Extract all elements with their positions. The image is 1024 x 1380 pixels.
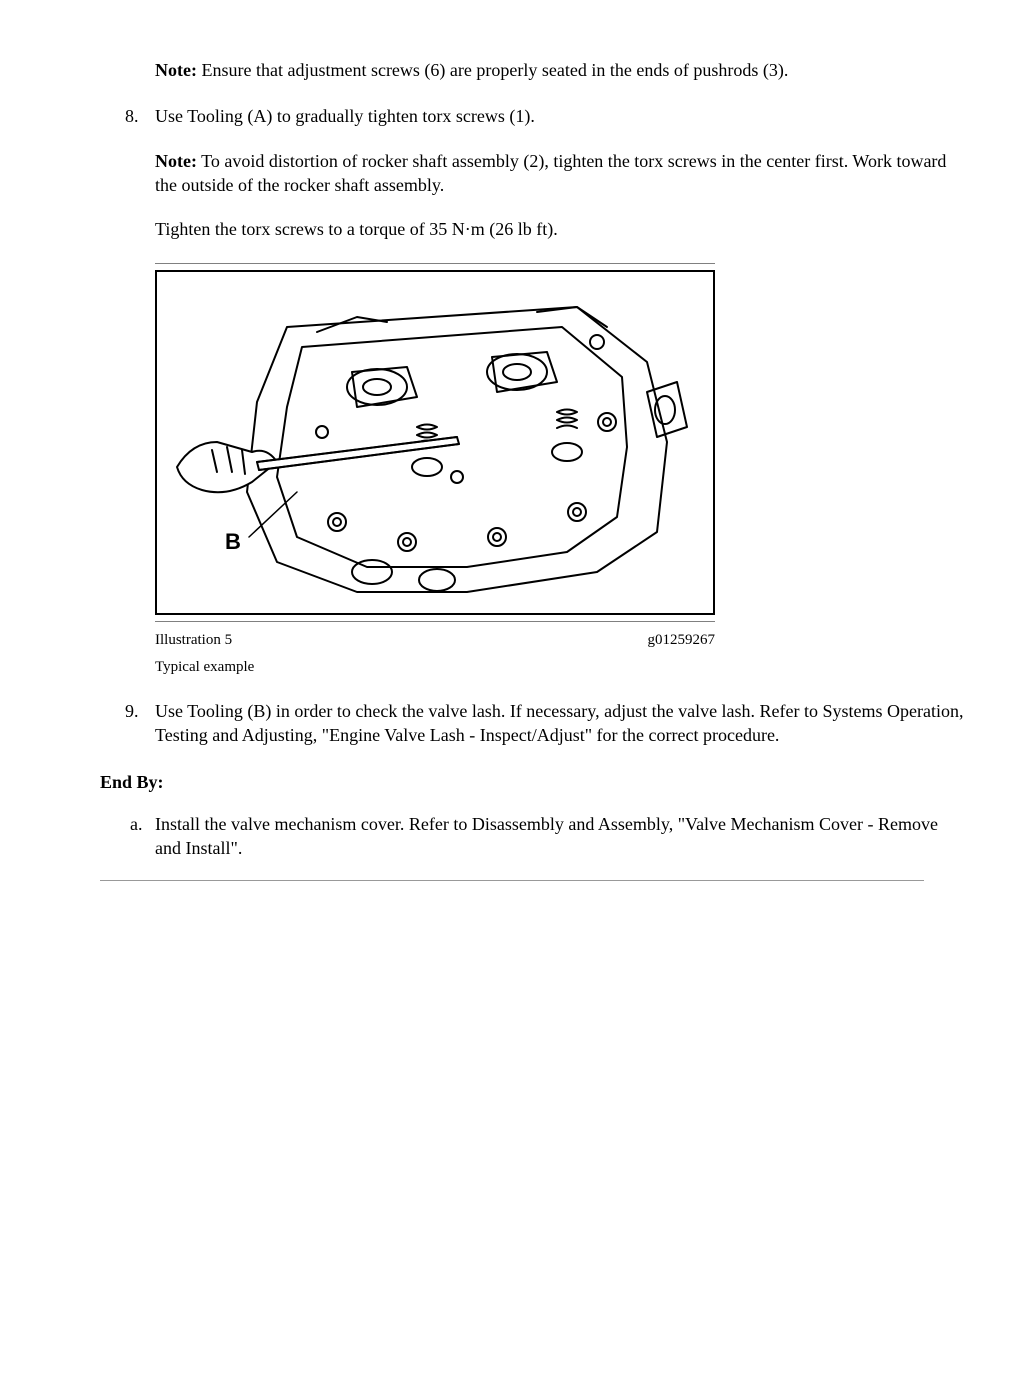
figure-caption-row: Illustration 5 g01259267	[155, 630, 715, 650]
page-bottom-rule	[100, 880, 924, 881]
step-9-text: Use Tooling (B) in order to check the va…	[155, 701, 964, 745]
figure-label-b: B	[225, 527, 241, 557]
figure-caption-right: g01259267	[648, 630, 716, 650]
figure-bottom-rule	[155, 621, 715, 622]
figure-top-rule	[155, 263, 715, 264]
engine-diagram-svg	[157, 272, 713, 613]
step-8-torque: Tighten the torx screws to a torque of 3…	[155, 217, 964, 241]
figure-caption-left: Illustration 5	[155, 630, 232, 650]
step-8: 8. Use Tooling (A) to gradually tighten …	[155, 104, 964, 241]
step-9-number: 9.	[125, 699, 139, 723]
note-pushrods: Note: Ensure that adjustment screws (6) …	[155, 58, 964, 82]
step-8-note-text: To avoid distortion of rocker shaft asse…	[155, 151, 946, 195]
end-by-step-a: a. Install the valve mechanism cover. Re…	[155, 812, 964, 861]
step-9: 9. Use Tooling (B) in order to check the…	[155, 699, 964, 748]
figure-5-illustration: B	[155, 270, 715, 615]
step-8-note: Note: To avoid distortion of rocker shaf…	[155, 149, 964, 198]
end-by-a-number: a.	[130, 812, 143, 836]
step-8-text: Use Tooling (A) to gradually tighten tor…	[155, 104, 964, 128]
step-8-number: 8.	[125, 104, 139, 128]
figure-caption-sub: Typical example	[155, 657, 964, 677]
end-by-a-text: Install the valve mechanism cover. Refer…	[155, 814, 938, 858]
note-text: Ensure that adjustment screws (6) are pr…	[197, 60, 788, 80]
step-8-note-label: Note:	[155, 151, 197, 171]
figure-5-container: B Illustration 5 g01259267 Typical examp…	[155, 263, 964, 677]
note-label: Note:	[155, 60, 197, 80]
end-by-heading: End By:	[100, 770, 964, 794]
